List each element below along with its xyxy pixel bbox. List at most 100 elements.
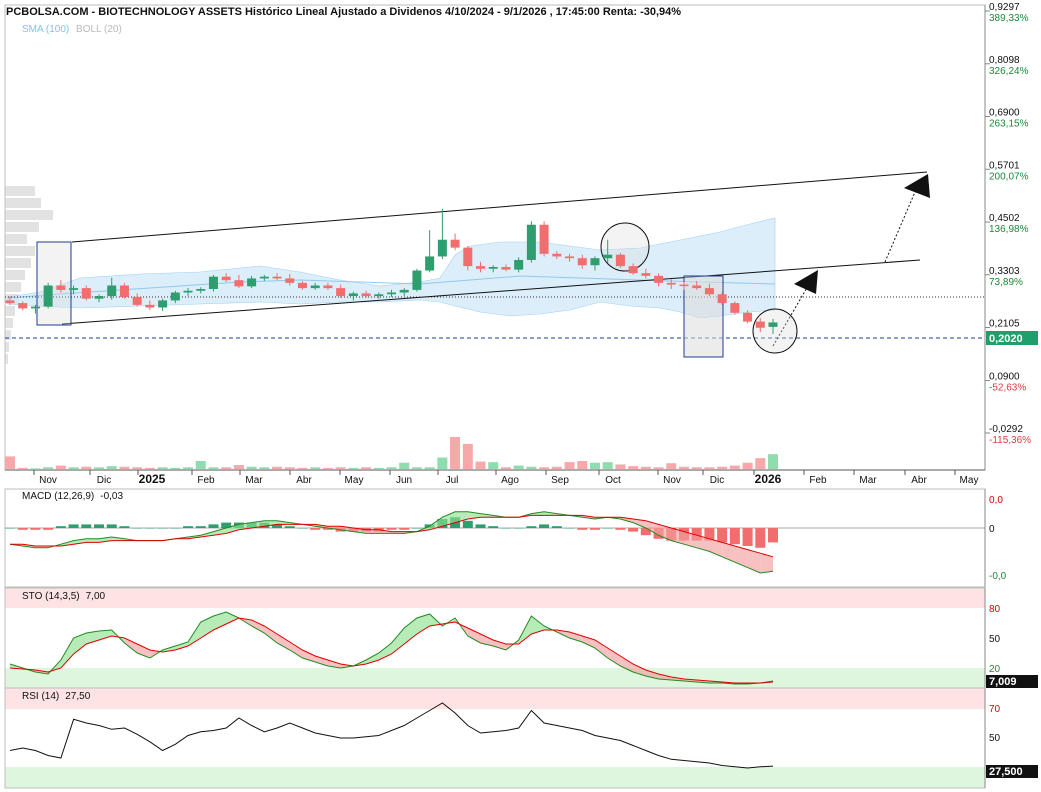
volume-bar — [615, 464, 626, 469]
sto-cross-fill — [251, 620, 265, 633]
candle-body — [323, 285, 333, 289]
volume-bar — [284, 467, 295, 469]
macd-histogram-bar — [640, 528, 651, 536]
sto-cross-fill — [124, 638, 138, 653]
volume-bar — [411, 467, 422, 469]
candle-body — [387, 292, 396, 295]
x-tick-label: Sep — [551, 475, 569, 486]
volume-bar — [653, 467, 664, 469]
candle-body — [208, 276, 218, 290]
volume-bar — [704, 467, 715, 469]
sto-cross-fill — [645, 670, 659, 679]
price-tick-label: 0,4502 — [989, 213, 1020, 224]
macd-histogram-bar — [475, 524, 486, 528]
sto-tick-20: 20 — [989, 664, 1001, 675]
sto-cross-fill — [658, 674, 672, 680]
volume-bar — [119, 466, 130, 469]
volume-bar — [132, 467, 143, 469]
x-tick-label: May — [960, 475, 979, 486]
candle-body — [374, 294, 384, 297]
macd-histogram-bar — [717, 528, 728, 543]
x-tick-label: Feb — [809, 475, 827, 486]
pct-tick-label: 326,24% — [989, 66, 1029, 77]
macd-histogram-bar — [221, 522, 232, 528]
chart-title: PCBOLSA.COM - BIOTECHNOLOGY ASSETS Histó… — [6, 6, 682, 18]
volume-bar — [68, 467, 79, 469]
volume-bar — [589, 462, 600, 469]
volume-bar — [195, 461, 206, 469]
macd-histogram-bar — [615, 528, 626, 530]
rsi-current-box — [986, 765, 1038, 778]
macd-cross-fill — [86, 538, 100, 543]
sto-k-line — [9, 611, 774, 685]
candle-body — [565, 256, 575, 259]
candle-body — [183, 290, 193, 293]
macd-histogram-bar — [500, 528, 511, 529]
candle-body — [755, 321, 765, 328]
x-tick-label: 2025 — [139, 472, 166, 486]
macd-histogram-bar — [195, 526, 206, 528]
volume-bar — [678, 466, 689, 469]
macd-histogram-bar — [30, 528, 41, 530]
sto-title: STO (14,3,5) 7,00 — [22, 591, 105, 602]
macd-histogram-bar — [411, 528, 422, 529]
candle-body — [259, 276, 269, 279]
x-tick-label: Jul — [446, 475, 459, 486]
candle-body — [56, 285, 66, 290]
macd-panel: 0,0 0 -0,0 — [4, 488, 1007, 588]
macd-cross-fill — [340, 526, 354, 532]
macd-histogram-bar — [272, 524, 283, 528]
sma-100-line — [7, 275, 776, 299]
candle-body — [107, 285, 117, 297]
volume-bar — [361, 467, 372, 469]
macd-histogram-bar — [704, 528, 715, 541]
pct-tick-label: 263,15% — [989, 118, 1029, 129]
macd-histogram-bar — [119, 526, 130, 528]
candle-body — [272, 276, 282, 279]
candle-body — [679, 284, 689, 287]
candle-body — [18, 303, 28, 309]
candle-body — [488, 266, 498, 269]
candle-body — [81, 288, 91, 299]
candle-body — [310, 285, 320, 289]
volume-bar — [424, 467, 435, 469]
volume-bar — [297, 467, 308, 469]
macd-cross-fill — [633, 519, 646, 528]
candle-body — [743, 312, 753, 322]
candle-body — [730, 303, 740, 313]
volume-bar — [539, 467, 550, 469]
volume-bar — [144, 467, 155, 469]
volume-bar — [221, 467, 232, 469]
sto-cross-fill — [264, 626, 278, 643]
volume-profile-bar — [5, 306, 15, 316]
volume-profile-bar — [5, 342, 9, 352]
volume-bar — [373, 467, 384, 469]
macd-histogram-bar — [132, 528, 143, 529]
candle-body — [641, 273, 651, 276]
volume-profile-bar — [5, 354, 8, 364]
x-tick-label: Mar — [245, 475, 263, 486]
macd-title: MACD (12,26,9) -0,03 — [22, 491, 123, 502]
volume-profile-bar — [5, 318, 13, 328]
macd-histogram-bar — [488, 526, 499, 528]
pct-tick-label: 136,98% — [989, 224, 1029, 235]
volume-profile-bar — [5, 234, 27, 244]
x-tick-label: Feb — [197, 475, 215, 486]
macd-histogram-bar — [208, 524, 219, 528]
rsi-name: RSI (14) — [22, 691, 60, 702]
sto-cross-fill — [226, 612, 239, 624]
sto-cross-fill — [99, 630, 112, 640]
candle-body — [43, 285, 53, 307]
macd-histogram-bar — [43, 528, 54, 530]
current-price-label: 0,2020 — [989, 333, 1023, 345]
macd-histogram-bar — [284, 526, 295, 528]
volume-bar — [691, 467, 702, 469]
sto-cross-fill — [620, 656, 634, 672]
volume-profile-bar — [5, 270, 25, 280]
volume-bar — [17, 467, 28, 469]
legend-sma: SMA (100) — [22, 24, 70, 35]
candle-body — [704, 288, 714, 295]
pct-tick-label: 200,07% — [989, 171, 1029, 182]
candle-body — [285, 278, 295, 283]
